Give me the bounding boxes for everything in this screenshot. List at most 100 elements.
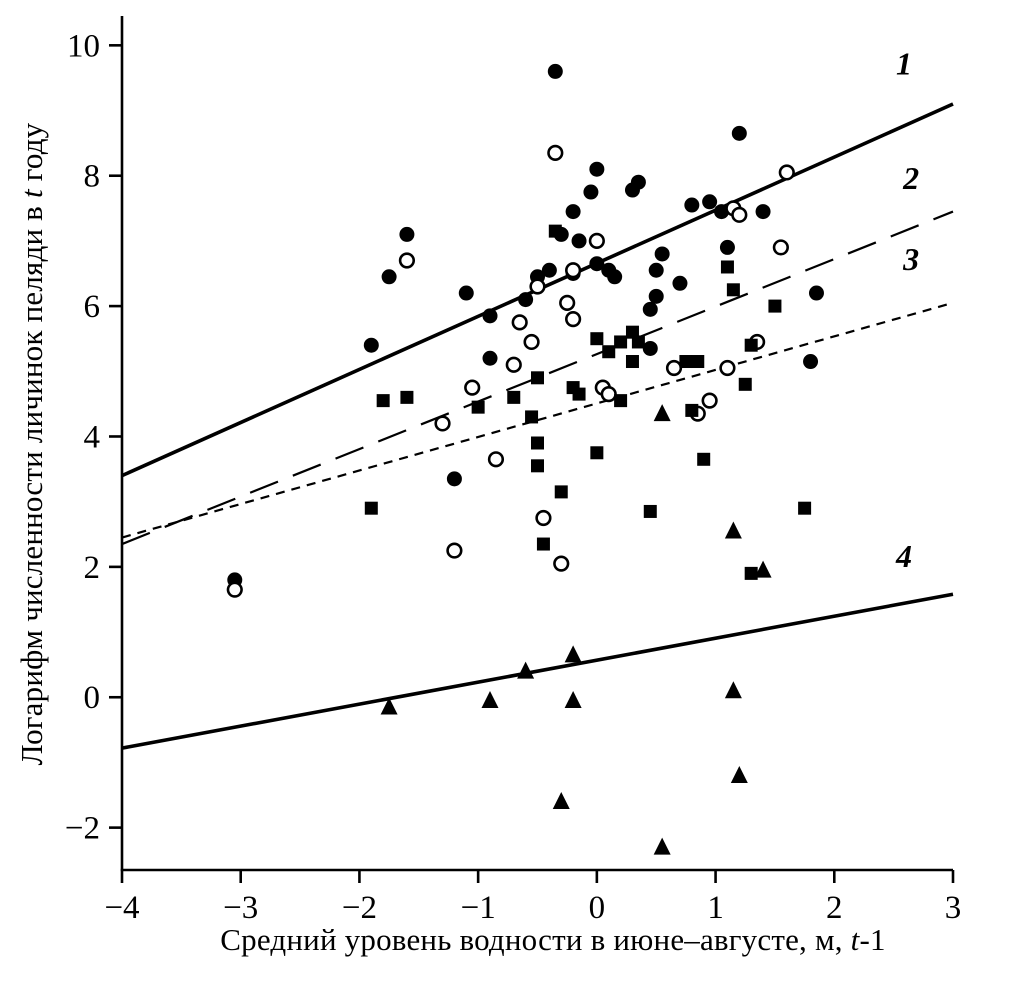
point-filled-circle [808, 285, 824, 301]
y-axis-title: Логарифм численности личинок пеляди в t … [14, 123, 50, 766]
point-open-circle [565, 311, 582, 328]
point-filled-square [572, 387, 586, 401]
point-filled-square [590, 446, 604, 460]
point-filled-circle [654, 246, 670, 262]
x-tick-label: −2 [342, 890, 377, 926]
point-filled-circle [541, 262, 557, 278]
point-filled-square [685, 403, 699, 417]
point-filled-triangle [653, 404, 671, 422]
point-filled-square [364, 501, 378, 515]
point-filled-square [531, 436, 544, 450]
point-filled-circle [363, 337, 379, 353]
point-filled-circle [518, 292, 534, 308]
y-axis-title-suffix: году [14, 122, 49, 190]
point-filled-square [768, 299, 782, 313]
point-filled-square [531, 371, 544, 385]
point-filled-circle [399, 226, 415, 242]
x-tick-label: −4 [104, 890, 139, 926]
x-tick-label: 3 [945, 890, 962, 926]
point-filled-square [738, 377, 752, 391]
point-filled-square [744, 566, 758, 580]
point-filled-square [531, 459, 544, 473]
y-tick-label: 6 [84, 289, 101, 325]
x-axis-title: Средний уровень водности в июне–августе,… [220, 922, 885, 958]
point-open-circle [434, 415, 451, 432]
point-filled-circle [583, 184, 599, 200]
point-filled-circle [607, 269, 623, 285]
x-tick-label: 1 [707, 890, 724, 926]
regression-line-2 [121, 210, 954, 546]
line-label-4: 4 [895, 538, 912, 574]
point-filled-triangle [481, 691, 499, 709]
point-open-circle [398, 252, 416, 269]
point-filled-circle [624, 182, 640, 198]
point-filled-triangle [724, 681, 742, 699]
point-open-circle [529, 278, 546, 295]
point-filled-circle [672, 275, 688, 291]
point-open-circle [588, 232, 605, 250]
point-filled-circle [446, 471, 462, 487]
point-filled-circle [482, 350, 498, 366]
point-filled-circle [571, 233, 587, 249]
y-tick-label: 4 [84, 419, 101, 455]
point-open-circle [226, 581, 243, 598]
point-open-circle [547, 144, 564, 162]
point-filled-circle [648, 288, 664, 304]
x-axis-title-italic-t: t [850, 922, 860, 957]
line-label-3: 3 [902, 241, 919, 277]
point-filled-square [548, 224, 562, 238]
point-filled-square [525, 410, 539, 424]
point-filled-circle [684, 197, 700, 213]
point-filled-circle [547, 63, 563, 79]
y-tick-label: −2 [65, 811, 100, 847]
point-filled-triangle [724, 521, 742, 539]
y-tick-label: 2 [84, 550, 101, 586]
point-filled-square [631, 335, 645, 349]
point-filled-circle [719, 239, 735, 255]
x-tick-label: 2 [826, 890, 843, 926]
point-filled-square [614, 335, 628, 349]
point-open-circle [772, 239, 789, 256]
point-filled-square [744, 338, 758, 352]
x-tick-label: 0 [589, 890, 606, 926]
point-open-circle [731, 206, 748, 223]
point-filled-square [536, 537, 550, 551]
point-filled-square [471, 400, 485, 414]
point-open-circle [719, 359, 736, 377]
point-filled-triangle [564, 691, 582, 709]
point-filled-triangle [754, 560, 772, 578]
point-filled-square [376, 394, 390, 408]
point-filled-square [720, 260, 734, 274]
point-filled-square [643, 504, 657, 518]
line-label-1: 1 [896, 46, 912, 82]
point-filled-triangle [564, 645, 582, 663]
point-open-circle [665, 359, 683, 377]
point-open-circle [446, 542, 463, 559]
point-filled-circle [731, 125, 747, 141]
point-filled-square [625, 325, 639, 339]
point-filled-square [625, 355, 639, 369]
x-tick-label: −3 [223, 890, 258, 926]
point-filled-square [507, 390, 521, 404]
point-open-circle [505, 356, 522, 373]
point-filled-triangle [517, 661, 535, 679]
point-filled-circle [755, 204, 771, 220]
point-filled-square [554, 485, 568, 499]
point-open-circle [511, 314, 528, 331]
point-open-circle [523, 333, 540, 351]
point-filled-square [697, 452, 711, 466]
point-filled-square [726, 283, 740, 297]
y-tick-label: 8 [84, 159, 101, 195]
point-filled-circle [482, 308, 498, 324]
point-filled-triangle [552, 792, 570, 810]
point-filled-circle [589, 161, 605, 177]
point-open-circle [464, 379, 481, 396]
point-filled-square [691, 355, 705, 369]
point-open-circle [553, 555, 570, 572]
point-open-circle [565, 262, 582, 279]
point-filled-circle [803, 354, 819, 370]
point-open-circle [487, 451, 505, 468]
y-axis-title-italic-t: t [14, 189, 49, 199]
